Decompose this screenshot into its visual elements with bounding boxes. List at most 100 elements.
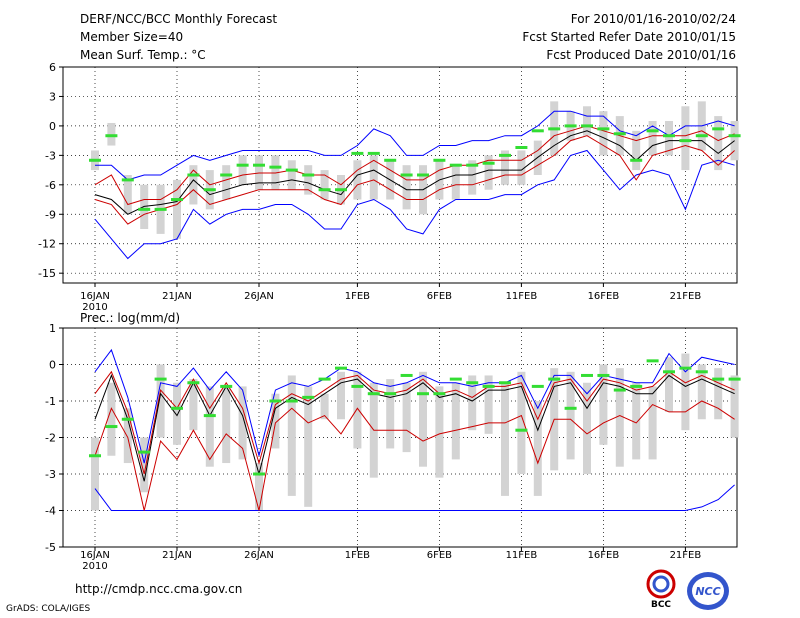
series-line-max (94, 149, 735, 260)
spread-box (156, 364, 165, 438)
spread-box (386, 379, 395, 449)
spread-box (205, 386, 214, 467)
y-tick-label: -3 (45, 468, 56, 481)
spread-box (402, 382, 411, 453)
spread-box (238, 155, 247, 185)
spread-box (681, 353, 690, 431)
bcc-logo-text: BCC (651, 600, 671, 609)
x-tick-label: 21FEB (670, 291, 702, 302)
spread-box (222, 386, 231, 464)
spread-box (648, 386, 657, 460)
spread-box (714, 368, 723, 420)
y-tick-label: 0 (49, 359, 56, 372)
x-tick-label: 21JAN (162, 550, 192, 561)
y-tick-label: -2 (45, 432, 56, 445)
spread-box (714, 116, 723, 171)
ncc-logo-text: NCC (695, 585, 720, 598)
series-line-p80 (94, 125, 735, 206)
variable-label: Mean Surf. Temp.: °C (80, 48, 206, 62)
series-line-mean (94, 130, 735, 215)
spread-box (320, 393, 329, 420)
spread-box (665, 357, 673, 412)
forecast-period: For 2010/01/16-2010/02/24 (570, 12, 736, 26)
y-tick-label: -9 (45, 208, 56, 221)
source-url[interactable]: http://cmdp.ncc.cma.gov.cn (75, 582, 243, 596)
spread-box (451, 165, 460, 200)
y-tick-label: -5 (45, 541, 56, 554)
produced-date: Fcst Produced Date 2010/01/16 (546, 48, 736, 62)
spread-box (140, 437, 149, 493)
spread-box (533, 401, 542, 496)
spread-box (451, 382, 460, 460)
spread-box (632, 130, 641, 171)
spread-box (255, 463, 263, 511)
spread-box (173, 179, 181, 239)
spread-box (353, 371, 362, 449)
spread-box (337, 371, 345, 420)
y-tick-label: -12 (38, 238, 56, 251)
x-tick-label: 16FEB (588, 550, 620, 561)
spread-box (353, 160, 362, 200)
spread-box (484, 375, 493, 434)
spread-box (517, 371, 526, 474)
x-tick-label: 1FEB (345, 550, 370, 561)
x-tick-label: 16JAN (80, 550, 110, 561)
spread-box (648, 121, 657, 156)
spread-box (123, 175, 132, 215)
ncc-logo: NCC (687, 572, 729, 610)
spread-box (123, 408, 132, 464)
spread-box (287, 160, 296, 190)
y-tick-label: -6 (45, 179, 56, 192)
series-line-p20 (94, 135, 735, 225)
series-line-max (94, 484, 735, 511)
forecast-title: DERF/NCC/BCC Monthly Forecast (80, 12, 278, 26)
spread-box (730, 375, 739, 438)
x-tick-label: 1FEB (345, 291, 370, 302)
spread-box (91, 437, 99, 511)
x-tick-label: 21JAN (162, 291, 192, 302)
x-tick-label: 26JAN (244, 550, 274, 561)
spread-box (369, 155, 378, 200)
spread-box (501, 150, 509, 185)
spread-box (238, 386, 247, 460)
x-tick-label: 6FEB (427, 550, 452, 561)
spread-box (189, 165, 198, 205)
x-year-label: 2010 (82, 302, 107, 313)
chart-panel-2: 1 0 -1 -2 -3 -4 -5 16JAN 21JAN 26JAN 1FEB 6FEB 11FEB… (45, 322, 741, 572)
spread-box (271, 393, 280, 449)
spread-box (402, 165, 411, 210)
x-tick-label: 6FEB (427, 291, 452, 302)
spread-box (632, 382, 641, 460)
spread-box (468, 375, 477, 431)
series-line-min (94, 348, 735, 464)
x-tick-label: 16FEB (588, 291, 620, 302)
spread-box (615, 368, 624, 467)
y-tick-label: -15 (38, 267, 56, 280)
spread-box (189, 379, 198, 431)
series-line-min (95, 110, 735, 181)
precip-subtitle: Prec.: log(mm/d) (80, 311, 180, 325)
x-tick-label: 11FEB (506, 291, 538, 302)
spread-box (583, 106, 591, 136)
spread-box (599, 364, 608, 445)
spread-box (107, 382, 116, 456)
series-line-p20 (94, 400, 735, 511)
spread-box (517, 150, 526, 185)
spread-box (566, 371, 575, 460)
x-tick-label: 26JAN (244, 291, 274, 302)
spread-box (665, 121, 673, 156)
spread-box (304, 386, 313, 507)
plot-frame (62, 66, 738, 284)
spread-box (501, 382, 509, 496)
grads-credit: GrADS: COLA/IGES (6, 604, 91, 614)
spread-box (697, 364, 706, 420)
spread-box (287, 375, 296, 496)
spread-box (173, 382, 181, 445)
refer-date: Fcst Started Refer Date 2010/01/15 (522, 30, 736, 44)
y-tick-label: 0 (49, 120, 56, 133)
spread-box (320, 170, 329, 200)
y-tick-label: -3 (45, 149, 56, 162)
spread-box (599, 111, 608, 156)
y-tick-label: 3 (49, 90, 56, 103)
